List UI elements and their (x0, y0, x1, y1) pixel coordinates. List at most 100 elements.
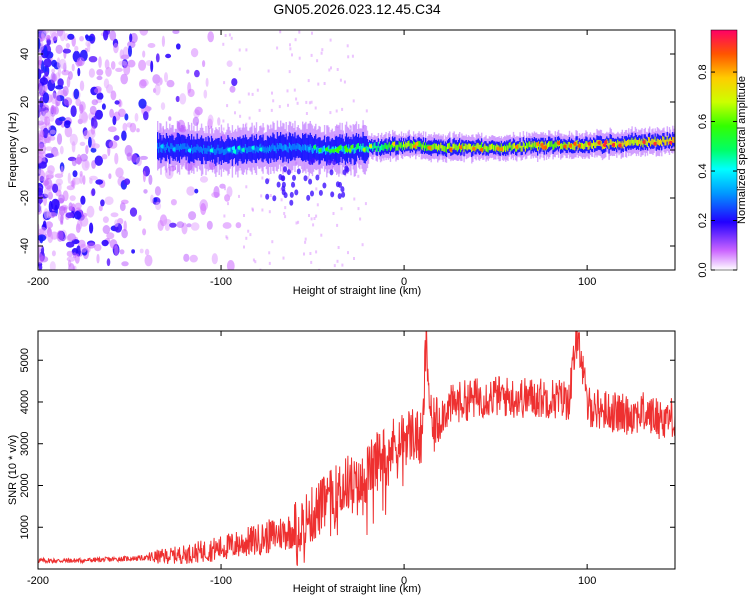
spectrogram-ridge-core (311, 147, 314, 154)
spectrogram-blob (332, 159, 337, 166)
spectrogram-ridge-core (652, 138, 654, 145)
spectrogram-ridge-core (180, 143, 182, 150)
spectrogram-noise-cell (113, 135, 120, 141)
spectrogram-noise-cell (74, 202, 82, 209)
spectrogram-ridge-core (208, 146, 210, 152)
spectrogram-noise-cell (55, 94, 61, 107)
spectrogram-noise-cell (94, 155, 104, 166)
spectrogram-ridge-core (372, 145, 374, 152)
spectrogram-noise-cell (96, 92, 104, 100)
spectrogram-noise-cell (183, 253, 190, 262)
spectrogram-ridge-core (206, 148, 208, 155)
spectrogram-noise-cell (142, 170, 146, 183)
colorbar: 0.0 0.2 0.4 0.6 0.8 Normalized spectral ampl… (697, 29, 748, 278)
spectrogram-ridge-core (595, 142, 597, 149)
spectrogram-noise-cell (268, 251, 271, 255)
spectrogram-ridge-core (281, 143, 283, 150)
spectrogram-y-label: Frequency (Hz) (7, 112, 19, 188)
spectrogram-noise-cell (74, 45, 79, 52)
spectrogram-noise-cell (261, 176, 264, 180)
spectrogram-noise-cell (329, 111, 332, 115)
spectrogram-ridge-core (159, 142, 161, 149)
spectrogram-ridge-core (247, 147, 249, 154)
snr-y-label: SNR (10 * v/v) (7, 435, 19, 505)
spectrogram-noise-cell (79, 80, 85, 92)
colorbar-ticks: 0.0 0.2 0.4 0.6 0.8 (697, 64, 737, 278)
spectrogram-blob (289, 199, 294, 206)
spectrogram-ridge-core (520, 145, 522, 152)
spectrogram-ridge-core (170, 143, 172, 149)
spectrogram-ridge-core (373, 143, 375, 149)
spectrogram-noise-cell (110, 90, 117, 101)
spectrogram-noise-cell (249, 233, 252, 237)
spectrogram-noise-cell (109, 30, 117, 41)
spectrogram-ridge-core (478, 144, 481, 151)
spectrogram-noise-cell (143, 189, 148, 194)
spectrogram-noise-cell (190, 222, 200, 231)
spectrogram-noise-cell (207, 31, 214, 43)
spectrogram-noise-cell (190, 48, 199, 58)
spectrogram-ridge-core (590, 142, 593, 149)
spectrogram-noise-cell (234, 111, 236, 115)
spectrogram-noise-cell (58, 116, 66, 122)
spectrogram-noise-cell (170, 199, 177, 206)
spectrogram-ridge-core (366, 146, 369, 153)
spectrogram-noise-cell (270, 108, 273, 112)
spectrogram-noise-cell (323, 82, 326, 85)
spectrogram-noise-cell (38, 157, 42, 164)
spectrogram-ridge-core (177, 144, 180, 150)
spectrogram-noise-cell (318, 268, 321, 270)
spectrogram-ridge-core (262, 145, 264, 152)
spectrogram-ridge-core (244, 144, 247, 150)
spectrogram-blob (335, 181, 340, 188)
spectrogram-noise-cell (56, 133, 63, 145)
spectrogram-ridge-core (210, 144, 213, 151)
spectrogram-ridge-core (400, 141, 403, 148)
spectrogram-ridge-core (322, 146, 325, 152)
colorbar-label: Normalized spectral amplitude (736, 76, 748, 224)
spectrogram-noise-cell (164, 72, 168, 83)
spectrogram-ridge-core (672, 136, 674, 143)
spectrogram-ridge-core (485, 145, 487, 152)
spectrogram-blob (344, 165, 349, 172)
spectrogram-ridge-core (600, 140, 603, 147)
spectrogram-noise-cell (61, 69, 70, 76)
spectrogram-noise-cell (217, 117, 221, 126)
spectrogram-noise-cell (43, 45, 48, 58)
spectrogram-noise-cell (91, 188, 96, 197)
spectrogram-noise-cell (63, 121, 71, 129)
spectrogram-ridge-core (548, 141, 550, 148)
spectrogram-ridge-peak (348, 148, 353, 153)
spectrogram-noise-cell (110, 61, 116, 70)
spectrogram-ridge-core (455, 144, 458, 151)
spectrogram-noise-cell (224, 34, 227, 37)
spectrogram-ridge-core (508, 143, 510, 149)
spectrogram-noise-cell (336, 124, 339, 128)
spectrogram-noise-cell (297, 220, 300, 224)
y-tick-label: -20 (19, 190, 31, 206)
spectrogram-noise-cell (261, 208, 264, 212)
spectrogram-noise-cell (245, 48, 248, 52)
spectrogram-noise-cell (128, 45, 132, 57)
spectrogram-ridge-core (310, 145, 313, 152)
spectrogram-noise-cell (321, 48, 324, 52)
spectrogram-noise-cell (164, 223, 170, 231)
spectrogram-noise-cell (63, 206, 68, 214)
spectrogram-ridge-core (375, 145, 377, 152)
spectrogram-noise-cell (115, 67, 123, 72)
spectrogram-noise-cell (55, 44, 63, 55)
spectrogram-noise-cell (148, 174, 153, 185)
spectrogram-noise-cell (119, 49, 124, 60)
spectrogram-noise-cell (186, 186, 196, 196)
spectrogram-noise-cell (226, 236, 229, 240)
spectrogram-noise-cell (49, 129, 56, 135)
spectrogram-ridge-core (631, 137, 633, 144)
spectrogram-ridge-core (510, 145, 512, 152)
spectrogram-noise-cell (38, 203, 42, 214)
spectrogram-noise-cell (91, 160, 96, 169)
spectrogram-ridge-core (374, 142, 376, 148)
spectrogram-ridge-core (524, 145, 527, 152)
spectrogram-ridge-core (479, 144, 482, 151)
spectrogram-noise-cell (98, 205, 103, 212)
spectrogram-noise-cell (143, 111, 149, 121)
